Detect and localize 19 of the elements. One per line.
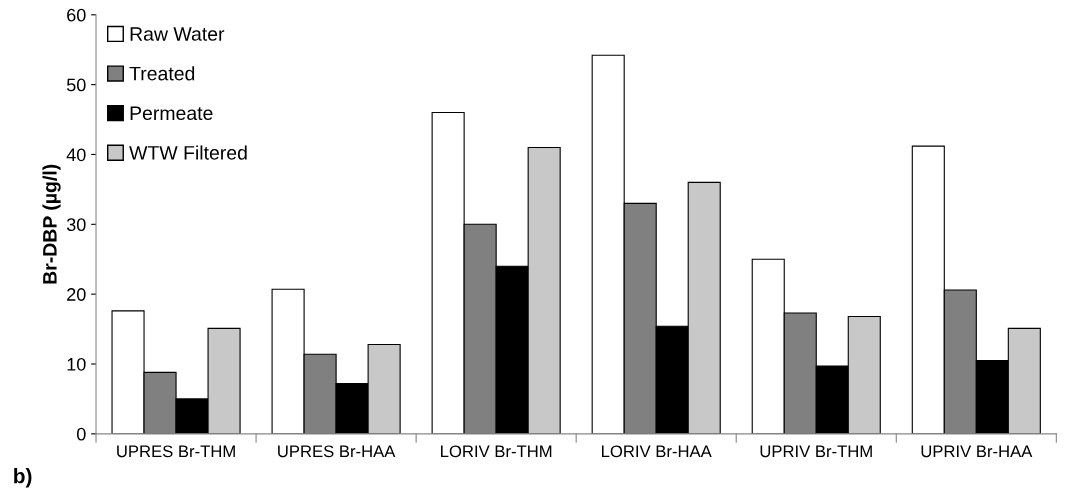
text: b) — [14, 468, 32, 488]
y-tick-label: 40 — [66, 148, 86, 162]
x-tick-label: UPRES Br-THM — [117, 445, 235, 458]
legend-label: WTW Filtered — [129, 145, 247, 160]
y-tick-label: 60 — [67, 8, 86, 22]
x-tick-label: LORIV Br-THM — [441, 445, 552, 458]
x-tick-label: UPRES Br-HAA — [278, 445, 396, 458]
legend-label: Treated — [129, 66, 195, 81]
legend-label: Raw Water — [130, 27, 225, 41]
y-tick-label: 0 — [76, 427, 86, 441]
legend-label: Permeate — [130, 106, 213, 121]
x-tick-label: LORIV Br-HAA — [602, 445, 712, 458]
y-tick-label: 50 — [66, 78, 86, 92]
x-tick-label: UPRIV Br-THM — [760, 445, 872, 458]
x-tick-label: UPRIV Br-HAA — [921, 445, 1033, 458]
y-tick-label: 20 — [67, 288, 86, 301]
y-tick-label: 30 — [66, 218, 86, 232]
y-tick-label: 10 — [67, 357, 86, 371]
y-axis-title: Br-DBP (µg/l) — [42, 164, 61, 284]
